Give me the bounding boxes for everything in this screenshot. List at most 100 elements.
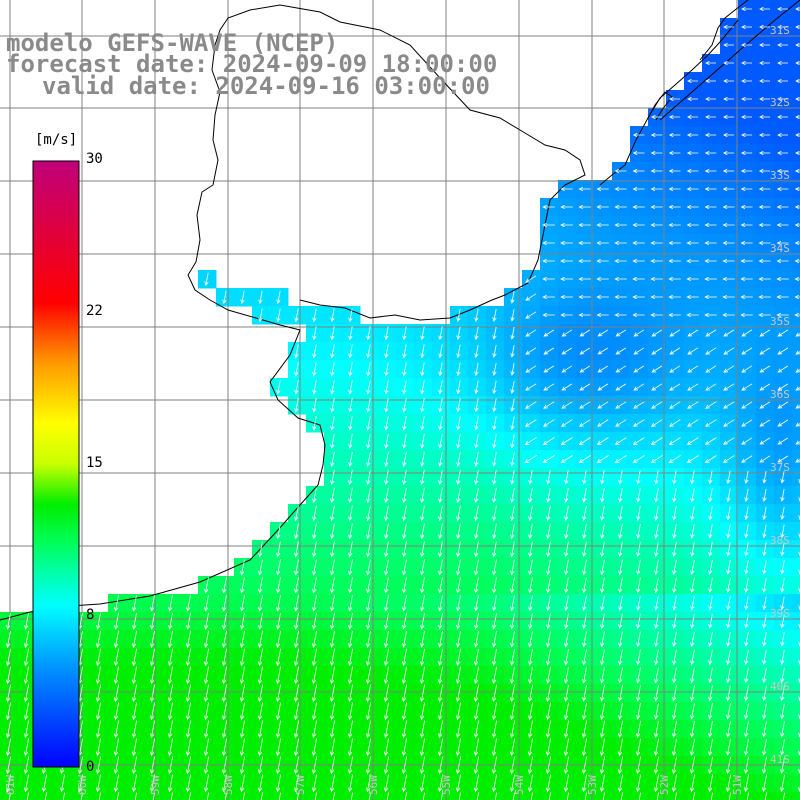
wind-arrow xyxy=(276,559,281,576)
wind-arrow xyxy=(564,523,569,540)
wind-arrow xyxy=(348,416,353,431)
wind-arrow xyxy=(707,774,713,793)
wind-arrow xyxy=(741,437,753,445)
coastline-brazil-east xyxy=(599,19,739,186)
wind-arrow xyxy=(524,454,538,464)
wind-arrow xyxy=(474,469,479,485)
wind-arrow xyxy=(668,114,681,120)
wind-arrow xyxy=(762,614,767,629)
wind-arrow xyxy=(330,577,335,594)
wind-arrow xyxy=(455,756,461,775)
wind-arrow xyxy=(510,452,515,467)
wind-arrow xyxy=(186,595,191,612)
wind-arrow xyxy=(510,523,515,540)
wind-arrow xyxy=(708,631,713,647)
wind-arrow xyxy=(687,347,699,355)
colorbar-gradient xyxy=(32,160,80,768)
wind-arrow xyxy=(113,720,119,739)
wind-arrow xyxy=(275,684,281,703)
field-cell xyxy=(198,792,217,800)
wind-arrow xyxy=(458,792,461,800)
wind-arrow xyxy=(564,559,569,576)
wind-arrow xyxy=(167,720,173,739)
wind-arrow xyxy=(437,648,443,666)
wind-arrow xyxy=(794,312,800,318)
wind-arrow xyxy=(384,451,389,467)
wind-arrow xyxy=(330,505,335,522)
wind-arrow xyxy=(795,422,800,427)
wind-arrow xyxy=(239,666,245,685)
wind-arrow xyxy=(167,630,173,649)
wind-arrow xyxy=(618,595,623,611)
wind-arrow xyxy=(491,684,497,703)
wind-arrow xyxy=(203,630,209,649)
wind-arrow xyxy=(758,312,771,318)
wind-arrow xyxy=(762,506,767,521)
wind-arrow xyxy=(474,416,479,431)
field-cell xyxy=(792,576,800,595)
wind-arrow xyxy=(762,524,767,539)
wind-arrow xyxy=(527,684,533,703)
wind-arrow xyxy=(759,383,771,391)
wind-arrow xyxy=(744,649,749,665)
wind-arrow xyxy=(672,541,677,557)
wind-arrow xyxy=(491,720,497,739)
wind-arrow xyxy=(690,649,695,666)
wind-arrow xyxy=(384,469,389,486)
wind-arrow xyxy=(132,612,137,630)
wind-arrow xyxy=(149,756,155,775)
wind-arrow xyxy=(546,559,551,576)
wind-arrow xyxy=(614,455,627,464)
title-forecast-date: forecast date: 2024-09-09 18:00:00 xyxy=(6,50,498,78)
wind-arrow xyxy=(185,648,191,667)
wind-arrow xyxy=(741,114,752,120)
wind-arrow xyxy=(258,577,263,594)
wind-arrow xyxy=(759,347,771,355)
wind-arrow xyxy=(329,756,335,775)
wind-arrow xyxy=(6,612,11,630)
wind-arrow xyxy=(561,329,573,337)
wind-arrow xyxy=(59,774,65,793)
wind-arrow xyxy=(257,630,263,649)
wind-arrow xyxy=(170,792,173,800)
wind-arrow xyxy=(686,186,699,192)
wind-arrow xyxy=(420,559,425,576)
wind-arrow xyxy=(168,595,173,612)
wind-arrow xyxy=(510,398,515,413)
wind-arrow xyxy=(690,703,695,720)
wind-arrow xyxy=(23,666,29,685)
wind-arrow xyxy=(744,488,749,503)
wind-arrow xyxy=(525,347,537,355)
wind-arrow xyxy=(330,416,335,431)
wind-arrow xyxy=(704,240,717,246)
wind-arrow xyxy=(563,756,569,775)
field-cell xyxy=(342,792,361,800)
wind-arrow xyxy=(546,595,551,612)
wind-arrow xyxy=(437,756,443,775)
wind-arrow xyxy=(690,541,695,557)
wind-arrow xyxy=(474,434,479,449)
wind-arrow xyxy=(578,240,591,246)
wind-arrow xyxy=(98,792,101,800)
wind-arrow xyxy=(762,632,767,647)
wind-arrow xyxy=(438,344,443,359)
wind-arrow xyxy=(348,577,353,594)
wind-arrow xyxy=(740,294,753,300)
wind-arrow xyxy=(437,684,443,703)
wind-arrow xyxy=(419,774,425,793)
wind-arrow xyxy=(618,523,623,540)
coastline-diagonal xyxy=(659,0,800,121)
wind-arrow xyxy=(456,613,461,630)
latitude-label: 35S xyxy=(770,315,790,328)
wind-arrow xyxy=(167,648,173,667)
wind-arrow xyxy=(668,150,681,156)
wind-arrow xyxy=(437,720,443,739)
wind-arrow xyxy=(149,648,155,667)
wind-arrow xyxy=(438,505,443,522)
wind-arrow xyxy=(185,630,191,649)
wind-arrow xyxy=(762,703,767,720)
wind-arrow xyxy=(690,631,695,648)
wind-arrow xyxy=(795,368,800,373)
wind-arrow xyxy=(402,523,407,540)
